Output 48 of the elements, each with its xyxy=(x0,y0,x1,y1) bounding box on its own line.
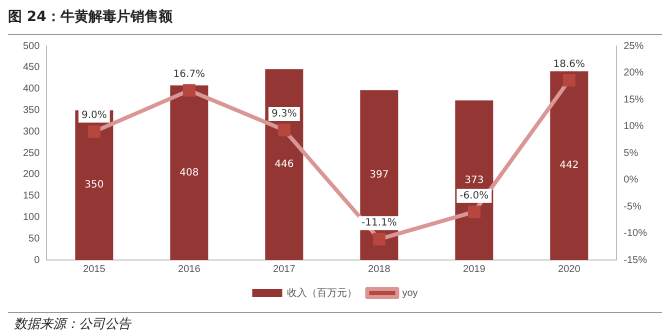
y-tick-label: 450 xyxy=(22,62,40,74)
legend-label: yoy xyxy=(402,288,418,299)
bar xyxy=(75,110,114,260)
y-tick-label: 100 xyxy=(22,212,40,223)
bar xyxy=(265,69,304,260)
y2-tick-label: 25% xyxy=(624,40,644,52)
data-label: 446 xyxy=(274,159,294,170)
y2-tick-label: 15% xyxy=(624,94,644,106)
y2-tick-label: 5% xyxy=(624,148,638,159)
data-label: 16.7% xyxy=(173,69,206,80)
bar xyxy=(455,100,494,260)
y-tick-label: 200 xyxy=(22,169,40,180)
y2-tick-label: 10% xyxy=(624,121,644,132)
y-tick-label: 250 xyxy=(22,148,40,159)
x-tick-label: 2019 xyxy=(463,264,486,275)
data-label: 397 xyxy=(370,170,389,181)
y-tick-label: 0 xyxy=(34,254,40,266)
y-tick-label: 500 xyxy=(22,40,40,52)
y2-tick-label: 0% xyxy=(624,174,638,186)
data-label: 9.3% xyxy=(271,108,297,120)
bar xyxy=(550,70,588,260)
bar xyxy=(360,90,398,260)
data-label: 373 xyxy=(464,174,484,186)
y-tick-label: 50 xyxy=(28,233,40,244)
y2-tick-label: -15% xyxy=(624,254,648,266)
source-note: 数据来源：公司公告 xyxy=(14,316,131,333)
data-label: 18.6% xyxy=(553,58,586,70)
data-label: -11.1% xyxy=(361,218,397,229)
x-tick-label: 2016 xyxy=(178,264,201,275)
y-tick-label: 300 xyxy=(22,126,40,138)
data-label: -6.0% xyxy=(460,190,489,202)
y2-tick-label: -10% xyxy=(624,228,648,239)
y-tick-label: 400 xyxy=(22,84,40,95)
x-tick-label: 2020 xyxy=(558,264,581,275)
y2-tick-label: 20% xyxy=(624,68,644,78)
data-label: 442 xyxy=(560,160,579,172)
bar xyxy=(170,85,208,260)
data-label: 408 xyxy=(180,167,199,178)
legend-label: 收入（百万元） xyxy=(287,286,358,299)
y-tick-label: 350 xyxy=(22,104,40,116)
chart-title: 图 24：牛黄解毒片销售额 xyxy=(8,8,172,26)
x-tick-label: 2018 xyxy=(368,264,391,275)
data-label: 350 xyxy=(84,180,104,191)
x-tick-label: 2015 xyxy=(83,264,106,275)
data-label: 9.0% xyxy=(81,110,107,122)
y2-tick-label: -5% xyxy=(624,201,642,212)
x-tick-label: 2017 xyxy=(273,264,296,275)
y-tick-label: 150 xyxy=(22,190,40,202)
